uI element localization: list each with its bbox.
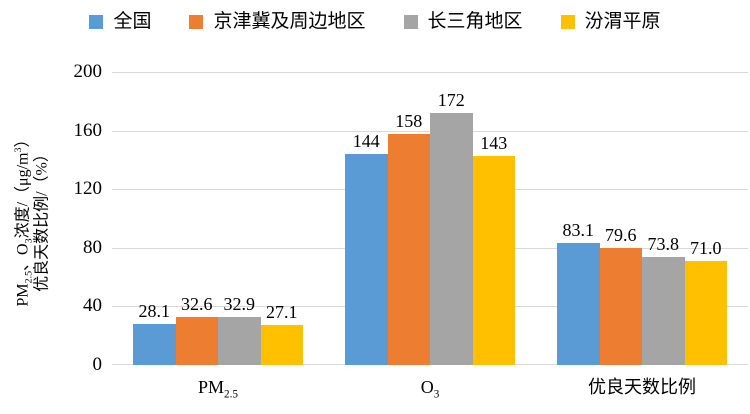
bar-category0-series1: 32.6 (175, 294, 218, 365)
bar-category2-series3: 71.0 (684, 238, 727, 365)
legend: 全国 京津冀及周边地区 长三角地区 汾渭平原 (0, 11, 750, 33)
bar-value-label: 28.1 (138, 300, 171, 321)
x-axis-category-labels: PM2.5 O3 优良天数比例 (112, 376, 748, 401)
y-axis-tick-label: 200 (73, 61, 103, 82)
legend-item-series-1: 京津冀及周边地区 (189, 11, 366, 33)
legend-item-series-3: 汾渭平原 (560, 11, 661, 33)
bar-value-label: 83.1 (562, 220, 595, 241)
bar-category2-series1: 79.6 (599, 225, 642, 365)
bar-value-label: 27.1 (266, 302, 298, 323)
y-axis-tick-label: 120 (73, 178, 103, 200)
bar-value-label: 32.6 (181, 294, 213, 315)
subscript-text: 2.5 (224, 388, 238, 401)
legend-swatch-icon (560, 15, 575, 29)
bar-value-label: 158 (395, 110, 423, 131)
bar-category0-series0: 28.1 (133, 301, 176, 365)
bar-value-label: 144 (352, 131, 380, 152)
bar-category1-series0: 144 (345, 131, 388, 365)
bar-category1-series3: 143 (472, 133, 515, 365)
text-segment: 优良天数比例 (588, 377, 696, 397)
x-category-label-0: PM2.5 (112, 376, 324, 401)
legend-item-series-2: 长三角地区 (403, 11, 523, 33)
bar-value-label: 143 (480, 132, 508, 153)
bar-value-label: 73.8 (647, 233, 680, 254)
legend-swatch-icon (189, 15, 204, 29)
y-axis-tick-label: 160 (73, 119, 103, 141)
y-axis-tick-label: 80 (83, 236, 102, 258)
x-category-label-2: 优良天数比例 (536, 376, 748, 398)
subscript-text: 3 (433, 388, 440, 401)
legend-label: 全国 (113, 11, 152, 32)
category-group-0: 28.1 32.6 32.9 27.1 (112, 72, 324, 365)
bar-value-label: 32.9 (223, 293, 256, 314)
bar-category0-series3: 27.1 (260, 302, 303, 365)
legend-swatch-icon (89, 15, 104, 29)
legend-swatch-icon (403, 15, 418, 29)
legend-label: 京津冀及周边地区 (213, 11, 366, 32)
text-segment: O (420, 377, 434, 397)
category-group-2: 83.1 79.6 73.8 71.0 (536, 72, 748, 365)
bar-groups: 28.1 32.6 32.9 27.1 144 158 172 143 83.1 79.6 73.8… (112, 72, 748, 365)
gridline-200 (112, 72, 748, 73)
bar-value-label: 79.6 (605, 225, 637, 246)
y-axis-tick-label: 40 (83, 295, 102, 317)
y-axis-tick-labels: 0 40 80 120 160 200 (0, 62, 105, 375)
bar-category2-series2: 73.8 (642, 234, 685, 365)
legend-label: 汾渭平原 (584, 11, 661, 32)
bar-category2-series0: 83.1 (557, 220, 600, 365)
bar-category1-series1: 158 (387, 111, 430, 365)
legend-item-series-0: 全国 (89, 11, 151, 33)
bar-category1-series2: 172 (430, 90, 473, 365)
y-axis-tick-label: 0 (92, 354, 103, 375)
x-category-label-1: O3 (324, 376, 536, 401)
bar-category0-series2: 32.9 (218, 294, 261, 365)
text-segment: PM (198, 377, 225, 397)
bar-value-label: 172 (437, 90, 465, 111)
category-group-1: 144 158 172 143 (324, 72, 536, 365)
bar-value-label: 71.0 (690, 238, 722, 258)
plot-area: 28.1 32.6 32.9 27.1 144 158 172 143 83.1 79.6 73.8… (112, 72, 748, 365)
legend-label: 长三角地区 (427, 11, 523, 32)
